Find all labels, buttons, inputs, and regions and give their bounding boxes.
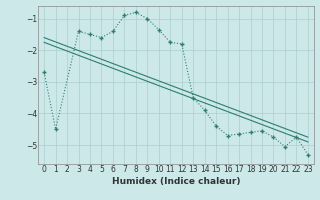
- X-axis label: Humidex (Indice chaleur): Humidex (Indice chaleur): [112, 177, 240, 186]
